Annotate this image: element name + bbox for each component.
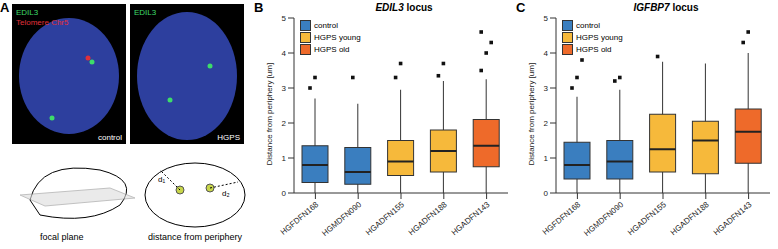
svg-text:Telomere Chr5: Telomere Chr5: [16, 18, 69, 27]
svg-text:HGPS: HGPS: [217, 133, 240, 142]
svg-text:HGADFN143: HGADFN143: [450, 200, 492, 238]
svg-text:4: 4: [544, 49, 549, 58]
svg-text:HGADFN188: HGADFN188: [669, 200, 711, 238]
svg-text:HGADFN143: HGADFN143: [712, 200, 754, 238]
svg-text:5: 5: [544, 14, 549, 23]
html-text:HGPS young: HGPS young: [314, 33, 361, 42]
svg-text:focal plane: focal plane: [40, 232, 84, 242]
svg-text:d₁: d₁: [158, 175, 165, 184]
html-text:A: A: [0, 0, 10, 15]
svg-text:HGADFN155: HGADFN155: [626, 200, 668, 238]
svg-text:EDIL3: EDIL3: [134, 8, 157, 17]
html-text:EDIL3 locus: EDIL3 locus: [375, 2, 433, 13]
svg-text:1: 1: [282, 154, 287, 163]
svg-text:3: 3: [544, 84, 549, 93]
svg-text:2: 2: [282, 119, 287, 128]
svg-text:Distance from periphery [um]: Distance from periphery [um]: [265, 63, 274, 166]
svg-text:d₂: d₂: [222, 189, 230, 198]
svg-text:HGFDFN168: HGFDFN168: [541, 200, 583, 237]
svg-text:1: 1: [544, 154, 549, 163]
svg-text:HGMDFN090: HGMDFN090: [582, 200, 625, 238]
svg-text:HGFDFN168: HGFDFN168: [279, 200, 321, 237]
html-text:C: C: [516, 0, 526, 15]
svg-text:Distance from periphery [um]: Distance from periphery [um]: [527, 63, 536, 166]
svg-text:4: 4: [282, 49, 287, 58]
svg-text:0: 0: [544, 189, 549, 198]
svg-text:EDIL3: EDIL3: [16, 8, 39, 17]
svg-text:HGADFN155: HGADFN155: [364, 200, 406, 238]
svg-text:control: control: [98, 133, 122, 142]
svg-text:2: 2: [544, 119, 549, 128]
html-text:B: B: [254, 0, 264, 15]
svg-text:HGADFN188: HGADFN188: [407, 200, 449, 238]
html-text:HGPS young: HGPS young: [576, 33, 623, 42]
html-text:control: control: [314, 21, 338, 30]
html-text:HGPS old: HGPS old: [576, 45, 612, 54]
svg-text:5: 5: [282, 14, 287, 23]
html-text:control: control: [576, 21, 600, 30]
html-text:HGPS old: HGPS old: [314, 45, 350, 54]
svg-text:0: 0: [282, 189, 287, 198]
svg-text:distance from periphery: distance from periphery: [148, 232, 243, 242]
svg-text:HGMDFN090: HGMDFN090: [320, 200, 363, 238]
html-text:IGFBP7 locus: IGFBP7 locus: [633, 2, 699, 13]
svg-text:3: 3: [282, 84, 287, 93]
